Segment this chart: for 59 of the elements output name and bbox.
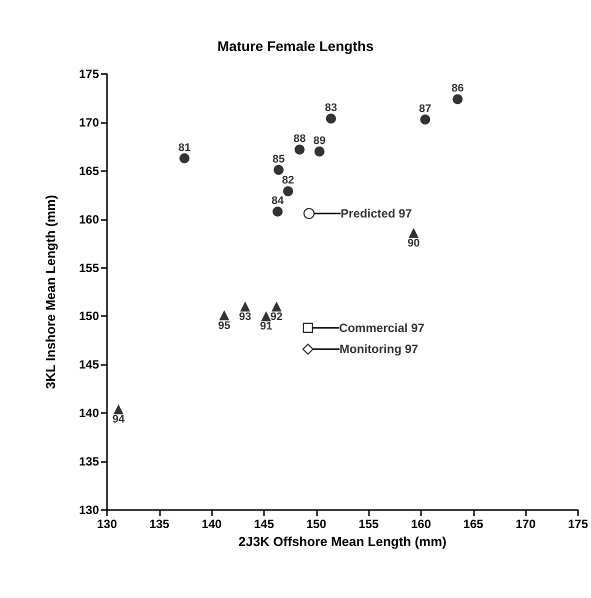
point xyxy=(283,186,294,196)
x-tick-label: 140 xyxy=(202,517,222,531)
annotation: 95 xyxy=(218,320,230,332)
x-tick-label: 160 xyxy=(410,517,432,531)
y-tick-label: 150 xyxy=(78,309,100,324)
annotation: 90 xyxy=(408,237,420,250)
point xyxy=(314,146,324,157)
point xyxy=(274,164,284,175)
y-tick-label: 145 xyxy=(78,358,100,372)
y-tick-label: 140 xyxy=(78,406,100,420)
annotation: Monitoring 97 xyxy=(340,342,419,356)
annotation: 92 xyxy=(270,311,283,324)
annotation: 89 xyxy=(313,135,326,148)
x-tick-label: 150 xyxy=(306,517,327,531)
x-axis-title: 2J3K Offshore Mean Length (mm) xyxy=(238,534,447,549)
y-tick-label: 155 xyxy=(78,260,100,275)
x-tick-label: 155 xyxy=(358,517,379,531)
chart-title: Mature Female Lengths xyxy=(217,38,374,54)
y-tick-label: 165 xyxy=(78,164,100,178)
point xyxy=(114,404,124,414)
annotation: 86 xyxy=(452,82,464,95)
y-tick-label: 135 xyxy=(78,454,100,469)
point xyxy=(294,144,305,155)
point xyxy=(452,94,463,104)
x-tick-label: 165 xyxy=(463,517,484,531)
annotation: 83 xyxy=(324,102,338,114)
x-tick-label: 135 xyxy=(149,517,170,531)
annotation: Predicted 97 xyxy=(340,206,412,221)
annotation: 91 xyxy=(260,320,272,333)
annotation: 93 xyxy=(239,311,252,324)
point xyxy=(179,153,190,164)
point xyxy=(326,114,336,124)
annotation: 84 xyxy=(271,195,285,208)
annotation: 82 xyxy=(282,174,294,187)
x-tick-label: 130 xyxy=(96,517,118,531)
y-tick-label: 175 xyxy=(78,67,100,81)
point xyxy=(219,310,230,320)
x-tick-label: 175 xyxy=(568,517,588,531)
point xyxy=(408,228,419,238)
annotation: 87 xyxy=(419,103,432,116)
x-tick-label: 170 xyxy=(516,517,536,531)
y-tick-label: 130 xyxy=(78,503,100,517)
point xyxy=(302,344,314,355)
annotation: Commercial 97 xyxy=(339,320,425,335)
annotation: 81 xyxy=(178,142,191,154)
x-tick-label: 145 xyxy=(254,517,274,531)
point xyxy=(261,311,272,322)
point xyxy=(272,206,283,217)
annotation: 94 xyxy=(112,414,126,426)
point xyxy=(303,208,315,220)
point xyxy=(240,302,250,312)
y-tick-label: 160 xyxy=(78,212,100,226)
point xyxy=(302,322,314,333)
annotation: 85 xyxy=(272,153,285,166)
point xyxy=(420,114,430,125)
y-axis-title: 3KL Inshore Mean Length (mm) xyxy=(43,194,58,390)
annotation: 88 xyxy=(293,133,306,146)
y-tick-label: 170 xyxy=(78,115,100,130)
point xyxy=(272,302,282,312)
